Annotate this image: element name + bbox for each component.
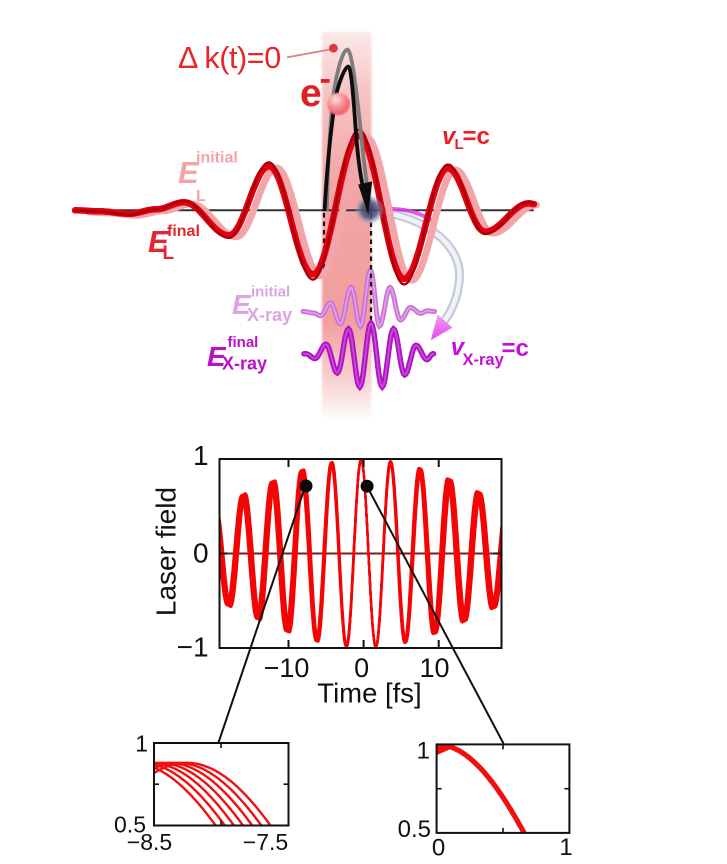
svg-text:Laser field: Laser field — [151, 487, 182, 616]
svg-text:X-ray: X-ray — [222, 354, 267, 374]
svg-text:1: 1 — [135, 731, 148, 757]
svg-text:=c: =c — [502, 335, 529, 362]
svg-text:−8.5: −8.5 — [127, 829, 172, 855]
svg-text:0: 0 — [354, 653, 369, 683]
svg-text:E: E — [207, 341, 227, 372]
svg-text:initial: initial — [196, 150, 238, 167]
svg-text:0: 0 — [193, 538, 209, 569]
svg-text:1: 1 — [559, 834, 572, 861]
svg-text:Δ k(t)=0: Δ k(t)=0 — [178, 41, 281, 75]
svg-text:initial: initial — [251, 284, 290, 301]
svg-text:v: v — [451, 334, 466, 361]
svg-text:E: E — [178, 155, 200, 190]
svg-text:X-ray: X-ray — [463, 351, 505, 369]
svg-text:−7.5: −7.5 — [243, 829, 288, 855]
svg-text:0: 0 — [432, 835, 445, 862]
svg-text:L: L — [196, 188, 206, 205]
svg-text:−1: −1 — [177, 632, 209, 663]
svg-text:L: L — [163, 243, 175, 264]
svg-text:E: E — [148, 224, 170, 259]
svg-text:10: 10 — [419, 653, 449, 683]
svg-text:−10: −10 — [264, 653, 310, 683]
svg-text:v: v — [442, 123, 457, 150]
svg-text:final: final — [167, 223, 200, 240]
svg-text:X-ray: X-ray — [247, 305, 292, 325]
svg-text:L: L — [455, 136, 464, 153]
svg-text:final: final — [228, 334, 259, 351]
svg-text:0.5: 0.5 — [114, 812, 146, 838]
svg-text:E: E — [232, 289, 252, 320]
svg-text:Time [fs]: Time [fs] — [317, 678, 421, 709]
svg-text:=c: =c — [463, 123, 490, 150]
svg-text:0.5: 0.5 — [398, 816, 431, 843]
svg-text:1: 1 — [417, 738, 430, 765]
svg-text:1: 1 — [193, 440, 209, 471]
svg-text:e: e — [300, 72, 322, 115]
